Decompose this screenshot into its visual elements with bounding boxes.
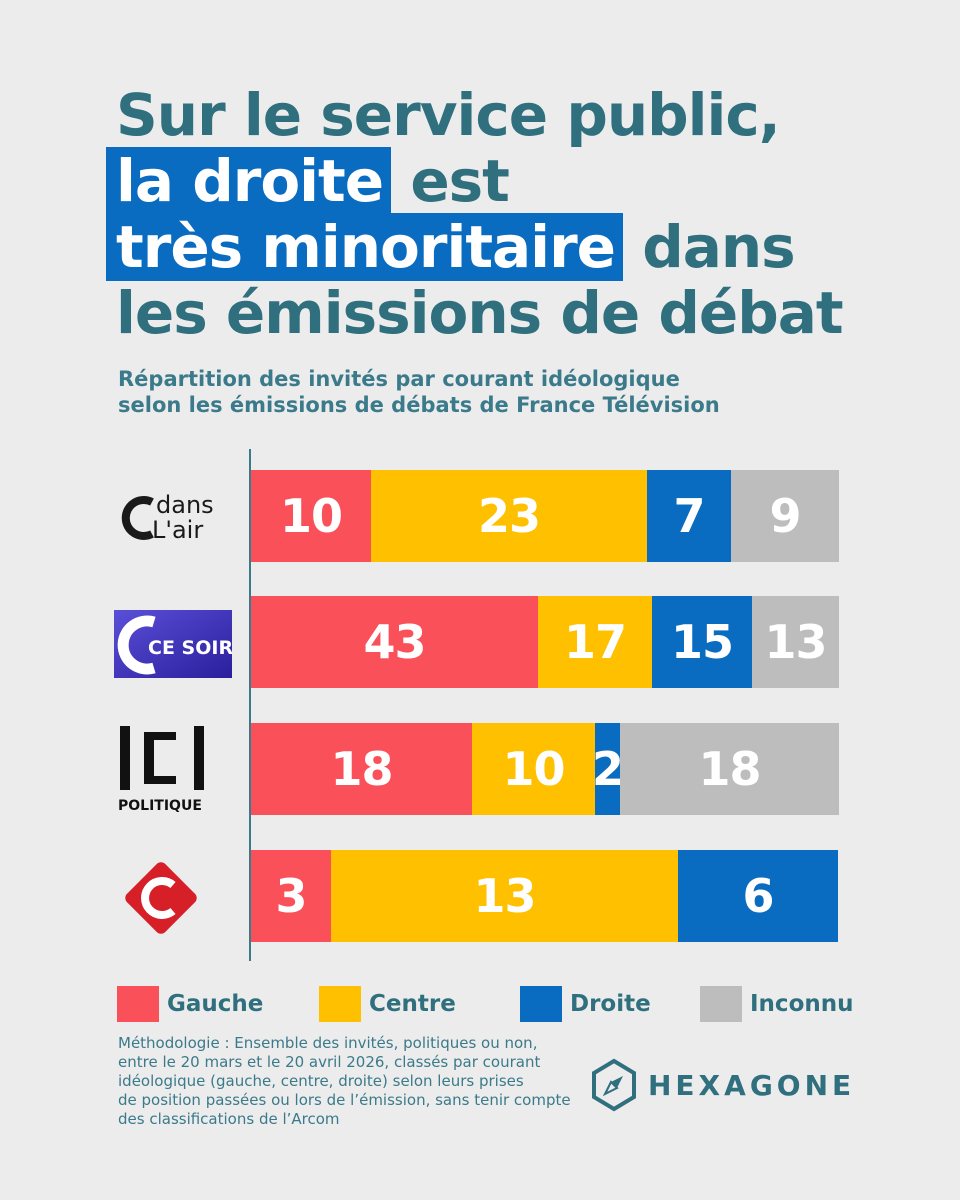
legend-label-gauche: Gauche: [167, 991, 264, 1017]
methodology-note: Méthodologie : Ensemble des invités, pol…: [118, 1034, 588, 1129]
methodology-line: Méthodologie : Ensemble des invités, pol…: [118, 1034, 538, 1052]
methodology-line: entre le 20 mars et le 20 avril 2026, cl…: [118, 1053, 541, 1071]
bar-segment-gauche: 18: [251, 723, 472, 815]
bar-row: 43 17 15 13: [251, 596, 839, 688]
hexagon-compass-icon: [592, 1058, 636, 1112]
title-line-1: Sur le service public,: [116, 81, 781, 149]
title-line-2-rest: est: [391, 147, 510, 215]
bar-segment-inconnu: 18: [620, 723, 839, 815]
bar-segment-gauche: 43: [251, 596, 538, 688]
legend-label-inconnu: Inconnu: [750, 991, 854, 1017]
logo-c-ce-soir: CE SOIR: [114, 610, 233, 678]
bar-segment-centre: 23: [371, 470, 647, 562]
chart-subtitle: Répartition des invités par courant idéo…: [118, 366, 878, 418]
bar-row: 10 23 7 9: [251, 470, 839, 562]
logo-c-dans-l-air-text-1: dans: [156, 491, 214, 519]
subtitle-line-1: Répartition des invités par courant idéo…: [118, 367, 680, 391]
bar-segment-centre: 13: [331, 850, 678, 942]
bar-segment-inconnu: 13: [752, 596, 839, 688]
logo-c-ce-soir-text: CE SOIR: [148, 637, 232, 659]
legend-label-droite: Droite: [570, 991, 651, 1017]
brand-name: HEXAGONE: [648, 1068, 856, 1102]
category-axis: [249, 449, 251, 961]
chart-title: Sur le service public, la droite est trè…: [106, 81, 916, 347]
title-line-3: très minoritaire dans: [106, 213, 916, 281]
bar-segment-droite: 15: [652, 596, 752, 688]
bar-segment-gauche: 10: [251, 470, 371, 562]
legend-item-droite: Droite: [520, 986, 651, 1022]
bar-segment-inconnu: 9: [731, 470, 839, 562]
legend-item-gauche: Gauche: [117, 986, 263, 1022]
bar-row: 3 13 6: [251, 850, 839, 942]
bar-row: 18 10 2 18: [251, 723, 839, 815]
title-line-4: les émissions de débat: [116, 279, 844, 347]
logo-c-dans-l-air: dans L'air: [114, 486, 234, 550]
subtitle-line-2: selon les émissions de débats de France …: [118, 393, 720, 417]
logo-c-politique: POLITIQUE: [114, 724, 210, 814]
bar-segment-droite: 6: [678, 850, 838, 942]
methodology-line: de position passées ou lors de l’émissio…: [118, 1091, 571, 1109]
legend-label-centre: Centre: [369, 991, 456, 1017]
title-highlight-2: très minoritaire: [106, 213, 624, 281]
logo-c-diamond: [115, 852, 207, 944]
legend-item-inconnu: Inconnu: [700, 986, 854, 1022]
title-line-3-rest: dans: [623, 213, 795, 281]
logo-c-politique-text: POLITIQUE: [118, 798, 202, 814]
methodology-line: des classifications de l’Arcom: [118, 1110, 340, 1128]
methodology-line: idéologique (gauche, centre, droite) sel…: [118, 1072, 524, 1090]
legend-item-centre: Centre: [319, 986, 456, 1022]
bar-segment-centre: 17: [538, 596, 652, 688]
bar-segment-gauche: 3: [251, 850, 331, 942]
legend-swatch-inconnu: [700, 986, 742, 1022]
brand-logo: HEXAGONE: [590, 1058, 855, 1112]
logo-c-dans-l-air-text-2: L'air: [152, 516, 203, 544]
bar-segment-droite: 7: [647, 470, 731, 562]
legend-swatch-droite: [520, 986, 562, 1022]
title-line-2: la droite est: [106, 147, 916, 215]
bar-segment-droite: 2: [592, 723, 624, 815]
legend-swatch-centre: [319, 986, 361, 1022]
title-highlight-1: la droite: [106, 147, 392, 215]
bar-segment-centre: 10: [472, 723, 595, 815]
legend-swatch-gauche: [117, 986, 159, 1022]
